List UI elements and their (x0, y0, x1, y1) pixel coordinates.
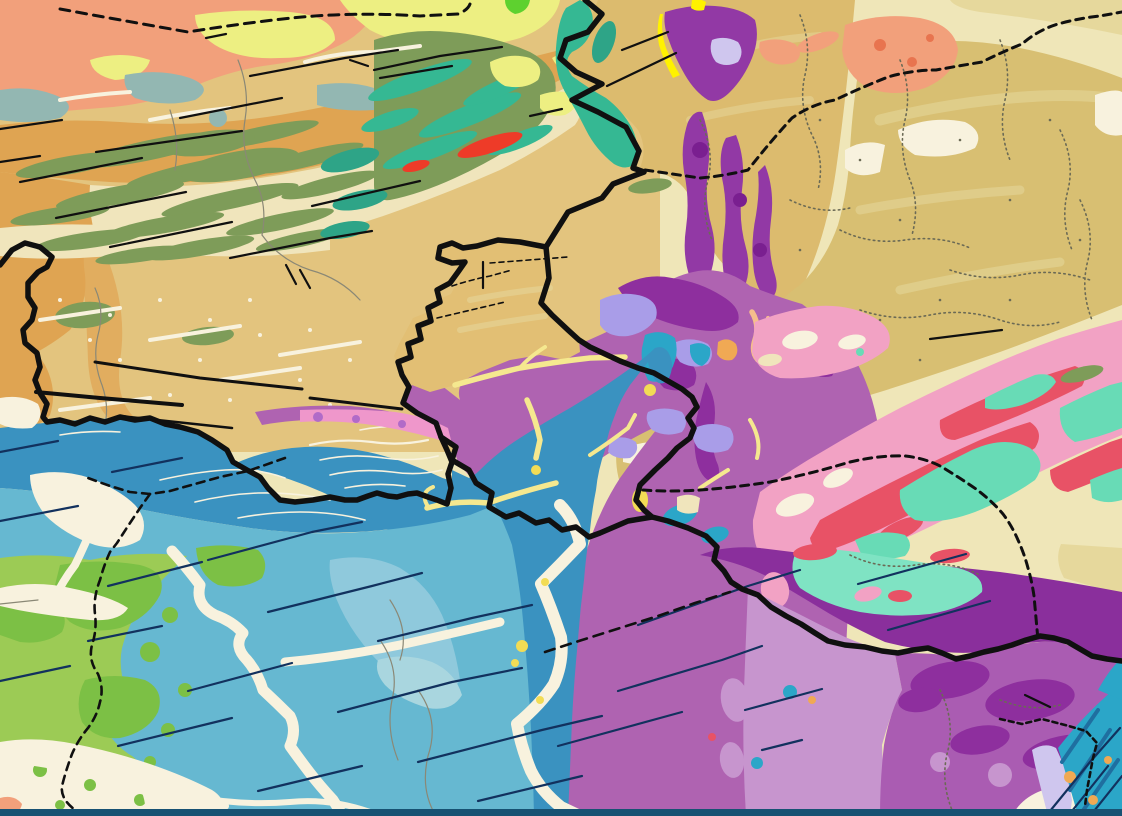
pink-upper-band (752, 305, 890, 379)
blue-dots-south (751, 685, 797, 769)
border-west (0, 240, 455, 507)
border-enclosure-west (395, 237, 655, 540)
lavender-patches (600, 293, 734, 459)
belt-olive-lens (1060, 365, 1104, 383)
foldbelt-speckles (58, 298, 352, 407)
violet-dots (313, 412, 406, 428)
purple-triangle-details (657, 0, 800, 78)
purple-triangle (664, 5, 757, 102)
river-cream-main (511, 499, 586, 816)
bright-green-patch (505, 0, 530, 14)
red-south-blobs (793, 543, 970, 602)
mint-blobs (855, 374, 1122, 559)
blue-lighter-patches (329, 557, 462, 709)
red-volcanic-lenses (402, 132, 523, 173)
northeast-tan-zone (564, 0, 855, 305)
thick-country-border (0, 0, 1122, 664)
mint-south-section (792, 548, 983, 616)
pink-sliver (300, 409, 452, 444)
fault-lines-navy (0, 439, 1122, 816)
olive-band-lenses (10, 120, 672, 346)
se-corner-orange-dots (1064, 756, 1112, 805)
fault-lines-black (0, 30, 1052, 709)
rivers-white (0, 516, 505, 816)
mid-purple-dark-patches (898, 660, 1102, 770)
crimson-dot-south (708, 733, 716, 741)
salmon-blob-topright (797, 16, 958, 93)
bottom-edge-bar (0, 809, 1122, 816)
purple-streak-column (682, 111, 777, 300)
mid-purple-light-dots (930, 752, 1012, 787)
gray-admin-lines-blue (0, 599, 437, 816)
belt-cream-patches (775, 468, 853, 517)
enclosure-pale-streaks (457, 285, 553, 333)
thin-dashed-lines (436, 256, 569, 319)
orange-patch-center (717, 339, 738, 361)
teal-border-band (555, 0, 638, 168)
dashed-boundaries (58, 2, 1122, 814)
dotted-district-lines (699, 14, 1093, 811)
border-main (538, 0, 1122, 664)
cream-blob-border-east (677, 494, 700, 514)
orange-dot-south (808, 696, 816, 704)
gray-teal-patches (0, 72, 374, 127)
